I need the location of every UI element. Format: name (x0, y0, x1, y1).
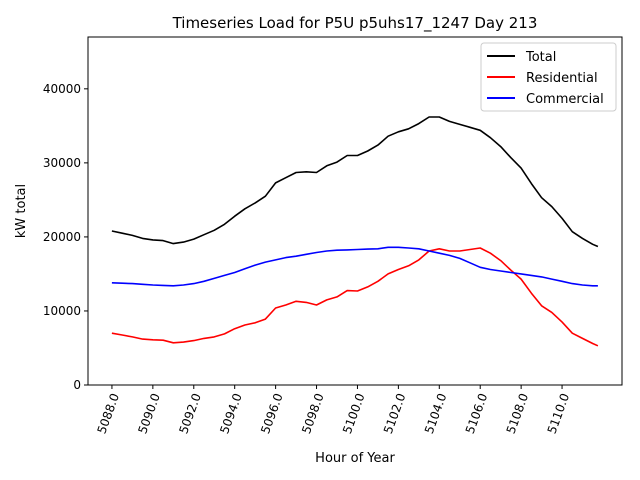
y-tick-label: 40000 (43, 82, 81, 96)
y-axis-label: kW total (14, 184, 29, 238)
series-line-total (111, 116, 599, 248)
x-tick-label: 5100.0 (340, 391, 368, 435)
x-tick-label: 5098.0 (299, 391, 327, 435)
x-tick-label: 5092.0 (176, 391, 204, 435)
y-axis-ticks: 0 10000 20000 30000 40000 (43, 82, 88, 392)
y-tick-label: 10000 (43, 304, 81, 318)
x-axis-label: Hour of Year (315, 451, 395, 466)
x-tick-label: 5104.0 (422, 391, 450, 435)
legend-label-residential: Residential (526, 71, 598, 86)
x-tick-label: 5102.0 (381, 391, 409, 435)
x-tick-label: 5090.0 (135, 391, 163, 435)
legend-box (480, 42, 617, 112)
legend: Total Residential Commercial (480, 42, 617, 112)
legend-label-total: Total (525, 50, 556, 65)
x-axis-ticks: 5088.0 5090.0 5092.0 5094.0 5096.0 5098.0 5100… (95, 385, 573, 436)
y-tick-label: 30000 (43, 156, 81, 170)
plot-frame (87, 36, 623, 386)
y-tick-label: 0 (73, 378, 81, 392)
series-line-commercial (111, 246, 598, 287)
x-tick-label: 5088.0 (95, 391, 123, 435)
y-tick-label: 20000 (43, 230, 81, 244)
x-tick-label: 5110.0 (545, 391, 573, 435)
legend-label-commercial: Commercial (526, 92, 604, 107)
x-tick-label: 5108.0 (504, 391, 532, 435)
x-tick-label: 5096.0 (258, 391, 286, 435)
plot-lines (111, 116, 599, 347)
x-tick-label: 5094.0 (217, 391, 245, 435)
series-line-residential (111, 247, 599, 347)
x-tick-label: 5106.0 (463, 391, 491, 435)
chart-title: Timeseries Load for P5U p5uhs17_1247 Day… (172, 14, 538, 33)
